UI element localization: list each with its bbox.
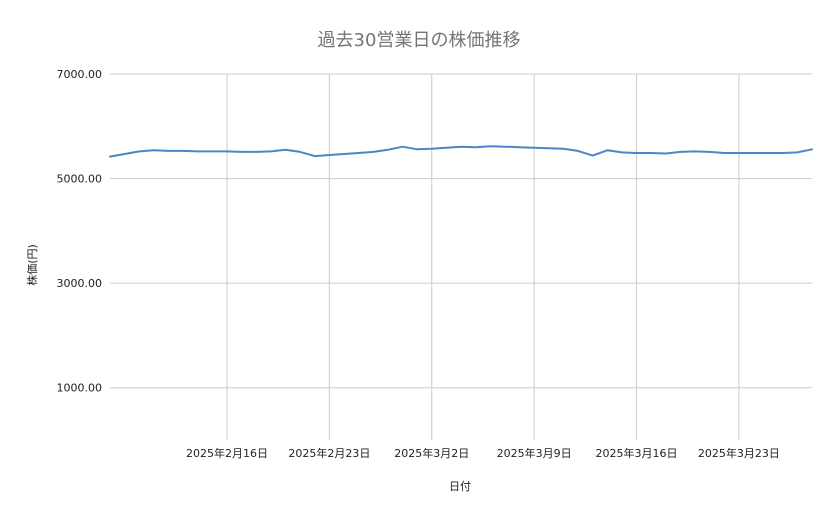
x-tick-label: 2025年2月23日 bbox=[288, 446, 370, 460]
x-tick-label: 2025年3月2日 bbox=[394, 446, 469, 460]
y-tick-label: 1000.00 bbox=[57, 382, 103, 395]
y-tick-label: 3000.00 bbox=[57, 277, 103, 290]
y-axis-label: 株価(円) bbox=[25, 244, 39, 286]
series-line bbox=[109, 145, 813, 158]
x-gridlines bbox=[226, 74, 740, 440]
x-axis-label: 日付 bbox=[449, 480, 471, 493]
x-tick-label: 2025年3月23日 bbox=[698, 446, 780, 460]
y-tick-labels: 1000.00 3000.00 5000.00 7000.00 bbox=[57, 68, 103, 395]
y-gridlines bbox=[110, 73, 812, 389]
x-tick-labels: 2025年2月16日 2025年2月23日 2025年3月2日 2025年3月9日 20… bbox=[186, 446, 780, 460]
x-tick-label: 2025年3月9日 bbox=[497, 446, 572, 460]
y-tick-label: 5000.00 bbox=[57, 173, 103, 186]
y-tick-label: 7000.00 bbox=[57, 68, 103, 81]
x-tick-label: 2025年3月16日 bbox=[596, 446, 678, 460]
chart-title: 過去30営業日の株価推移 bbox=[318, 30, 521, 51]
x-tick-label: 2025年2月16日 bbox=[186, 446, 268, 460]
